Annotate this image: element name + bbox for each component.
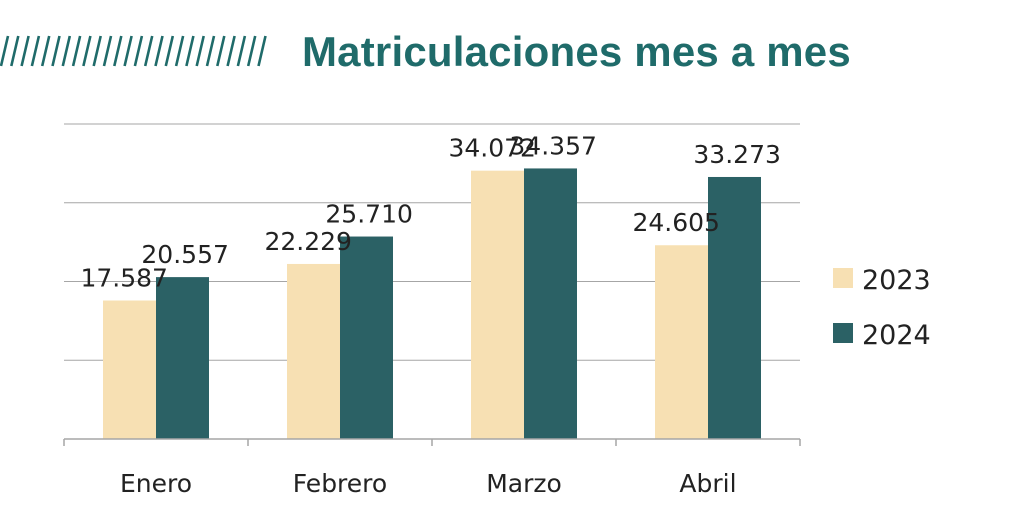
stripe-18 (185, 35, 195, 67)
stripe-4 (40, 35, 51, 67)
chart-header: Matriculaciones mes a mes (0, 22, 1024, 82)
stripe-0 (0, 35, 10, 67)
bar-2024-enero (156, 277, 209, 439)
value-label: 34.072 (448, 134, 535, 163)
stripe-3 (30, 35, 41, 67)
stripe-2 (20, 35, 30, 67)
value-label: 34.357 (509, 131, 596, 160)
stripe-7 (71, 35, 82, 67)
bar-2023-marzo (471, 170, 524, 440)
bar-2024-abril (708, 176, 761, 439)
chart-title: Matriculaciones mes a mes (302, 28, 851, 75)
bar-2024-marzo (524, 168, 577, 439)
stripe-13 (133, 35, 144, 67)
bars (103, 168, 761, 440)
value-label: 33.273 (693, 140, 780, 169)
stripe-14 (143, 35, 154, 67)
stripe-20 (205, 35, 216, 67)
bar-2024-febrero (340, 236, 393, 439)
stripe-19 (195, 35, 205, 67)
legend-swatch-2023 (833, 268, 853, 288)
category-label: Enero (120, 469, 192, 498)
legend-label-2024: 2024 (862, 320, 931, 351)
value-label: 20.557 (141, 240, 228, 269)
value-label: 24.605 (632, 208, 719, 237)
legend: 2023 2024 (833, 265, 931, 351)
legend-label-2023: 2023 (862, 265, 931, 296)
decorative-slashes (0, 35, 267, 67)
stripe-1 (10, 35, 20, 67)
stripe-22 (226, 35, 236, 67)
category-labels: Enero Febrero Marzo Abril (120, 469, 737, 498)
stripe-10 (102, 35, 113, 67)
stripe-17 (174, 35, 185, 67)
stripe-15 (154, 35, 164, 67)
category-label: Marzo (486, 469, 562, 498)
stripe-9 (92, 35, 102, 67)
stripe-8 (82, 35, 92, 67)
stripe-6 (61, 35, 72, 67)
bar-2023-abril (655, 245, 708, 439)
stripe-25 (257, 35, 267, 67)
value-label: 22.229 (264, 227, 351, 256)
stripe-23 (236, 35, 247, 67)
bar-2023-febrero (287, 263, 340, 439)
stripe-5 (51, 35, 61, 67)
x-axis (63, 438, 801, 446)
legend-swatch-2024 (833, 323, 853, 343)
stripe-21 (216, 35, 226, 67)
value-label: 17.587 (80, 264, 167, 293)
stripe-12 (123, 35, 133, 67)
stripe-11 (113, 35, 123, 67)
stripe-16 (164, 35, 175, 67)
category-label: Abril (679, 469, 736, 498)
value-label: 25.710 (325, 200, 412, 229)
category-label: Febrero (293, 469, 387, 498)
bar-2023-enero (103, 300, 156, 439)
stripe-24 (246, 35, 257, 67)
